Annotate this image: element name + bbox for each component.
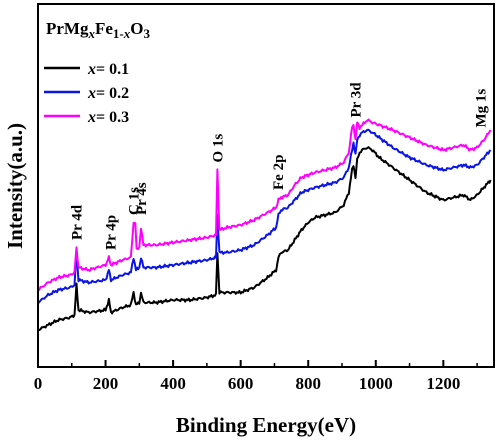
peak-label: Pr 4s xyxy=(134,182,150,215)
peak-label: O 1s xyxy=(210,134,226,163)
x-tick-label: 1000 xyxy=(359,374,393,393)
peak-label: Fe 2p xyxy=(271,155,287,190)
series-layer xyxy=(37,118,492,331)
x-tick-label: 200 xyxy=(93,374,119,393)
series-line-3 xyxy=(37,118,492,292)
peak-label: Pr 4d xyxy=(70,204,86,240)
series-line-1 xyxy=(38,146,492,331)
series-line-2 xyxy=(37,128,492,305)
legend-label: x= 0.2 xyxy=(87,85,129,102)
x-axis-label: Binding Energy(eV) xyxy=(176,413,356,437)
x-tick-label: 600 xyxy=(228,374,254,393)
peak-label: Mg 1s xyxy=(474,89,490,128)
x-tick-label: 1200 xyxy=(426,374,460,393)
y-axis-label: Intensity(a.u.) xyxy=(3,123,27,249)
x-tick-label: 0 xyxy=(34,374,43,393)
peak-label: Pr 4p xyxy=(104,215,120,250)
legend-label: x= 0.1 xyxy=(87,61,129,78)
legend-label: x= 0.3 xyxy=(87,109,129,126)
peak-label: C 1s xyxy=(127,187,143,215)
tick-layer: 0 200 400 600 800 1000 1200 xyxy=(34,360,478,393)
plot-frame xyxy=(37,3,495,368)
x-tick-label: 800 xyxy=(295,374,321,393)
legend: x= 0.1 x= 0.2 x= 0.3 xyxy=(44,61,129,126)
x-tick-label: 400 xyxy=(160,374,186,393)
peak-label: Pr 3d xyxy=(349,82,365,118)
chart-title: PrMgxFe1-xO3 xyxy=(46,19,151,41)
